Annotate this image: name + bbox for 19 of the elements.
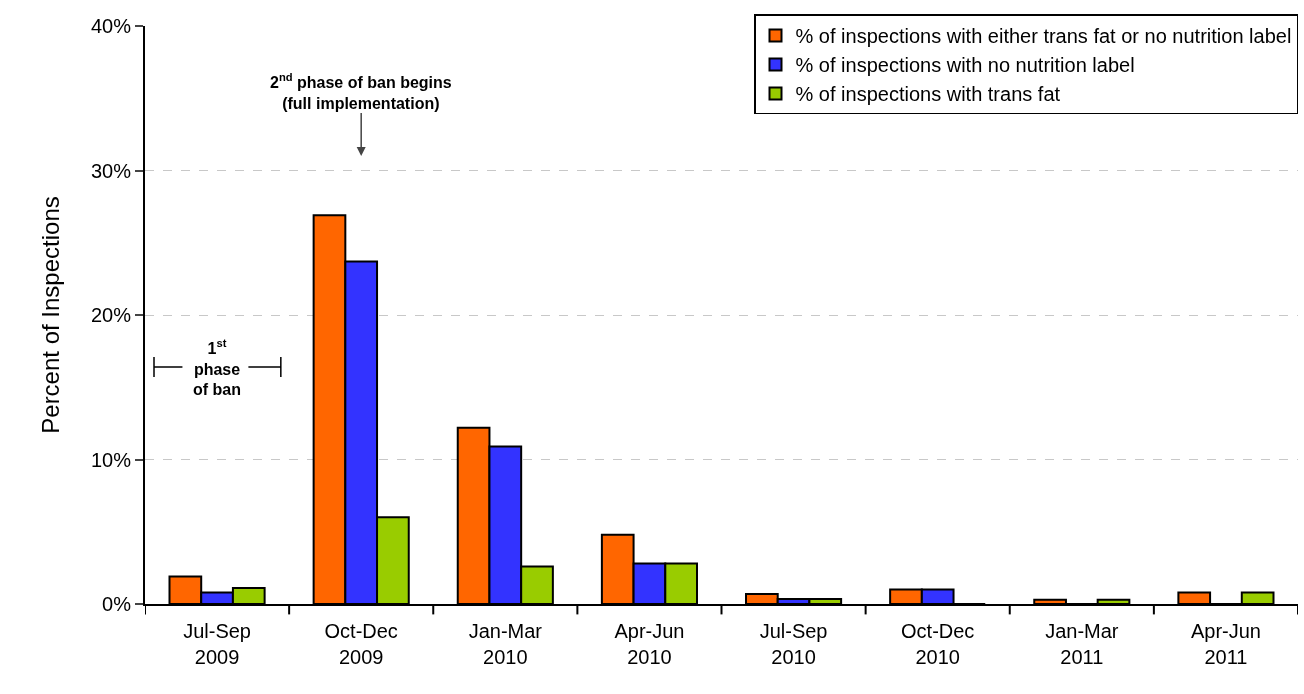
annotation: 2$^{nd}$ phase of ban begins (full implementation) <box>270 71 452 112</box>
y-tick-label: 10% <box>90 448 132 471</box>
x-tick-label: Jan-Mar 2010 <box>468 620 543 668</box>
annotation: 1$^{st}$ phase of ban <box>193 337 241 399</box>
y-tick-label: 20% <box>90 304 132 326</box>
y-tick-label: 0% <box>102 593 132 615</box>
x-tick-label: Jan-Mar 2011 <box>1045 620 1119 668</box>
y-tick-label: 40% <box>90 15 132 37</box>
x-tick-label: Oct-Dec 2009 <box>324 620 398 668</box>
legend-label: % of inspections with either trans fat or no nutrition label <box>795 25 1292 48</box>
x-tick-label: Apr-Jun 2010 <box>614 620 685 668</box>
x-tick-label: Jul-Sep 2010 <box>759 620 828 668</box>
x-tick-label: Jul-Sep 2009 <box>183 620 251 668</box>
legend-label: % of inspections with trans fat <box>795 83 1061 106</box>
x-tick-label: Oct-Dec 2010 <box>901 620 975 668</box>
y-axis-title: Percent of Inspections <box>36 196 64 434</box>
legend-label: % of inspections with no nutrition label <box>795 54 1135 77</box>
x-tick-label: Apr-Jun 2011 <box>1190 620 1261 668</box>
y-tick-label: 30% <box>90 159 132 182</box>
